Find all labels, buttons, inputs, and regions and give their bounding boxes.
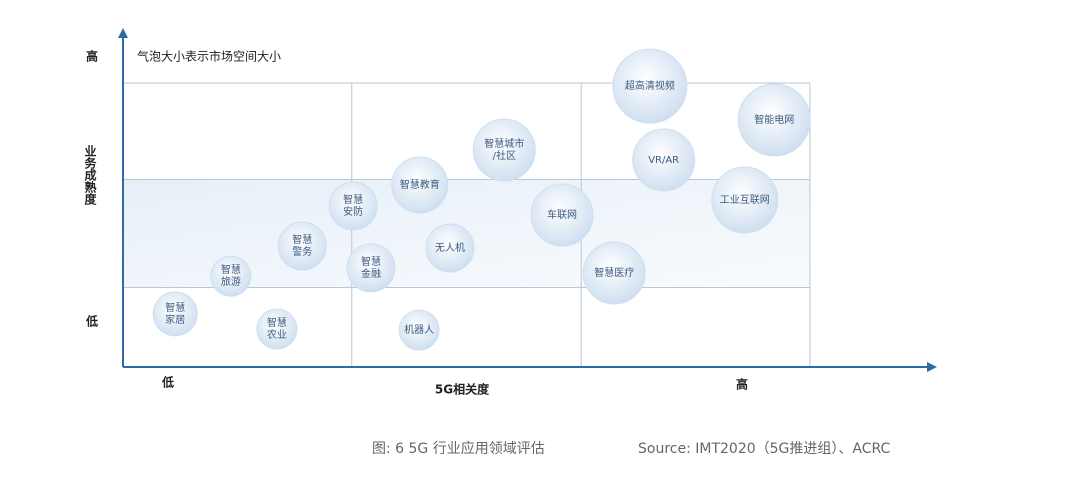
bubble: [632, 128, 696, 192]
bubble-label: 智慧: [292, 233, 312, 246]
bubble-label: 机器人: [404, 323, 434, 336]
bubble-label: 家居: [165, 313, 185, 326]
bubble: [346, 243, 396, 293]
bubble: [472, 118, 536, 182]
bubble-label: 安防: [343, 205, 363, 218]
bubble: [530, 183, 594, 247]
source: Source: IMT2020（5G推进组）、ACRC: [638, 441, 891, 457]
bubble-label: 警务: [292, 245, 312, 258]
bubble-label: 智慧: [361, 255, 381, 268]
bubble: [711, 166, 779, 234]
bubble-label: 智慧医疗: [594, 266, 634, 279]
bubble: [210, 255, 252, 297]
bubble-label: 智慧: [221, 263, 241, 276]
bubble-label: 智慧: [165, 301, 185, 314]
bubble-label: 金融: [361, 267, 381, 280]
bubble-label: /社区: [493, 149, 516, 162]
bubble: [425, 223, 475, 273]
plot: 超高清视频智能电网VR/AR工业互联网智慧城市/社区车联网智慧医疗智慧教育智慧安…: [123, 48, 811, 367]
bubble-label: 智能电网: [754, 113, 794, 126]
bubble: [328, 181, 378, 231]
bubble-label: 无人机: [435, 241, 465, 254]
bubble-label: VR/AR: [648, 155, 679, 166]
bubble: [152, 291, 198, 337]
y-low: 低: [85, 314, 98, 329]
x-low: 低: [161, 375, 174, 390]
bubble: [391, 156, 449, 214]
bubble-label: 旅游: [221, 275, 241, 288]
bubble: [582, 241, 646, 305]
size-note: 气泡大小表示市场空间大小: [137, 49, 281, 64]
bubble-label: 智慧教育: [400, 178, 440, 191]
figure-caption: 图: 6 5G 行业应用领域评估: [372, 440, 545, 457]
bubble: [612, 48, 688, 124]
bubble-label: 农业: [267, 328, 287, 341]
bubble-label: 智慧: [267, 316, 287, 329]
bubble: [256, 308, 298, 350]
bubble-label: 智慧: [343, 193, 363, 206]
x-high: 高: [736, 377, 748, 392]
bubble: [277, 221, 327, 271]
bubble-label: 超高清视频: [625, 79, 675, 92]
bubble-label: 车联网: [547, 208, 577, 221]
bubble-label: 智慧城市: [484, 137, 524, 150]
x-axis-title: 5G相关度: [435, 382, 490, 397]
bubble-label: 工业互联网: [720, 194, 770, 206]
y-axis-title: 业务成熟度: [83, 144, 97, 206]
bubble: [737, 83, 811, 157]
y-high: 高: [86, 49, 98, 64]
bubble: [398, 309, 440, 351]
